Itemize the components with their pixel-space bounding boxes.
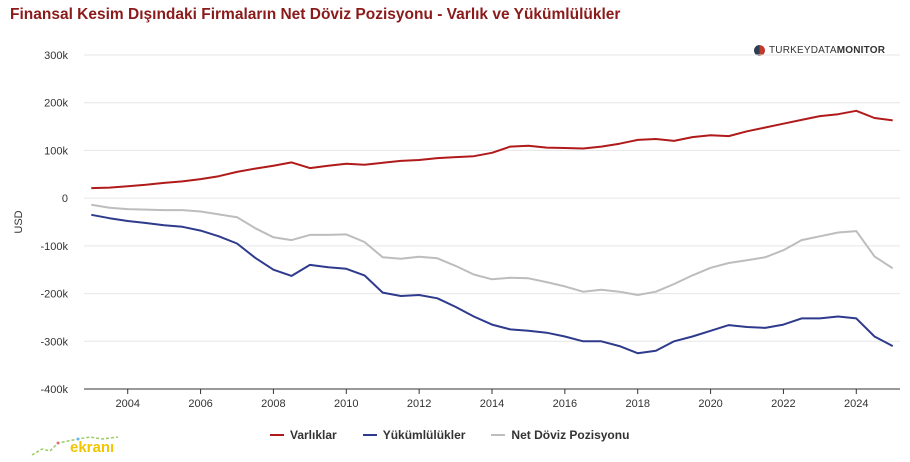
y-tick-label: 100k	[44, 145, 68, 157]
grid-lines	[84, 54, 900, 390]
series-line-assets[interactable]	[91, 109, 893, 190]
legend-swatch-liabilities	[362, 434, 377, 436]
legend-label-liabilities: Yükümlülükler	[382, 428, 466, 442]
legend-label-assets: Varlıklar	[290, 428, 337, 442]
legend: Varlıklar Yükümlülükler Net Döviz Pozisy…	[270, 428, 629, 442]
legend-item-liabilities[interactable]: Yükümlülükler	[362, 428, 466, 442]
legend-swatch-assets	[270, 434, 284, 436]
globe-icon	[754, 45, 765, 56]
series-lines	[91, 109, 894, 355]
legend-label-net: Net Döviz Pozisyonu	[511, 428, 630, 442]
brand-prefix: TURKEYDATA	[769, 45, 837, 56]
y-tick-label: 300k	[44, 50, 68, 62]
x-tick-label: 2020	[698, 398, 722, 410]
legend-item-net[interactable]: Net Döviz Pozisyonu	[491, 428, 629, 442]
x-tick-label: 2014	[480, 398, 504, 410]
x-tick-label: 2004	[115, 398, 139, 410]
legend-item-assets[interactable]: Varlıklar	[270, 428, 337, 442]
y-tick-label: -100k	[40, 241, 68, 253]
x-tick-label: 2012	[407, 398, 431, 410]
x-tick-label: 2008	[261, 398, 285, 410]
y-tick-label: -400k	[40, 384, 68, 396]
brand-suffix: MONITOR	[836, 45, 886, 56]
series-line-net[interactable]	[91, 203, 894, 296]
y-tick-label: 200k	[44, 98, 68, 110]
x-axis: 2004 2006 2008 2010 2012 2014 2016 2018 2020 2022…	[84, 388, 900, 410]
x-tick-label: 2022	[771, 398, 795, 410]
y-axis-label: USD	[13, 210, 25, 233]
x-tick-label: 2018	[625, 398, 649, 410]
x-tick-label: 2010	[334, 398, 358, 410]
chart-title: Finansal Kesim Dışındaki Firmaların Net …	[10, 6, 621, 23]
watermark-text: ekranı	[70, 439, 115, 456]
brand-logo: TURKEYDATA MONITOR	[754, 45, 885, 56]
series-line-liabilities[interactable]	[91, 213, 894, 355]
legend-swatch-net	[491, 434, 506, 436]
y-axis: 300k 200k 100k 0 -100k -200k -300k -400k	[40, 50, 68, 396]
y-tick-label: -300k	[40, 336, 68, 348]
x-tick-label: 2006	[188, 398, 212, 410]
y-tick-label: 0	[62, 193, 68, 205]
x-tick-label: 2016	[553, 398, 577, 410]
y-tick-label: -200k	[40, 289, 68, 301]
x-tick-label: 2024	[844, 398, 868, 410]
watermark-logo	[31, 436, 119, 456]
